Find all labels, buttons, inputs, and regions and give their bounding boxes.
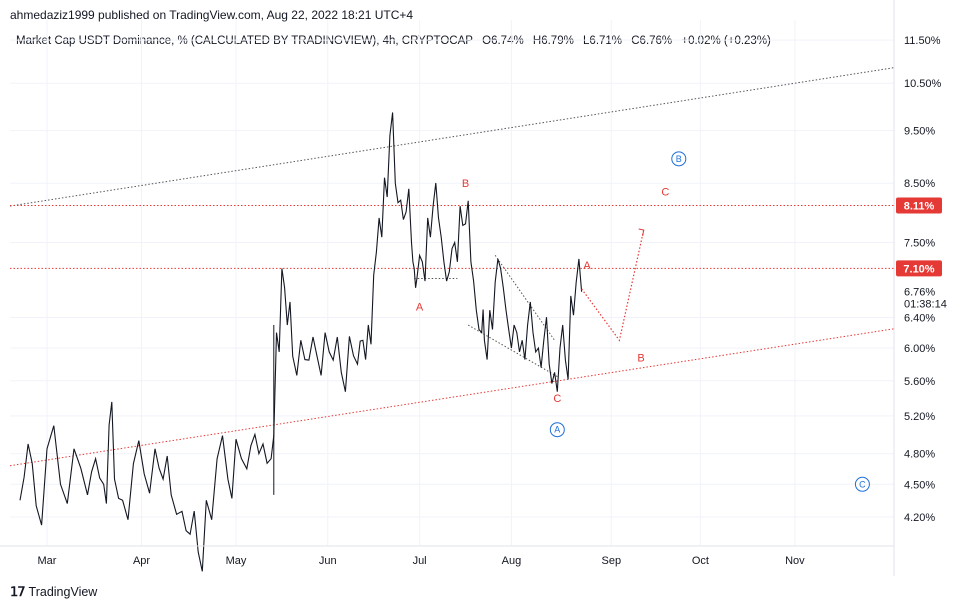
brand-name: TradingView	[28, 585, 98, 599]
level-label: 8.11%	[904, 200, 935, 212]
x-tick-label: Jul	[413, 555, 427, 567]
wave-label: B	[637, 353, 644, 365]
wave-label: A	[554, 425, 560, 435]
y-tick-label: 6.76%	[904, 287, 935, 299]
ohlc-high: H6.79%	[532, 35, 574, 47]
price-series	[19, 112, 583, 572]
y-tick-label: 6.00%	[904, 343, 935, 355]
wave-label: A	[416, 302, 424, 314]
x-tick-label: Sep	[602, 555, 622, 567]
level-badge	[896, 197, 942, 214]
wave-label: B	[676, 154, 682, 164]
y-tick-label: 9.50%	[904, 126, 935, 138]
y-tick-label: 6.40%	[904, 313, 935, 325]
wave-label: C	[553, 393, 561, 405]
ohlc-low: L6.71%	[583, 35, 623, 47]
wave-label-circle	[854, 476, 870, 492]
y-tick-label: 10.50%	[904, 78, 942, 90]
y-tick-label: 4.80%	[904, 449, 935, 461]
x-tick-label: Apr	[133, 555, 150, 567]
ohlc-close: C6.76%	[631, 35, 673, 47]
x-tick-label: Nov	[785, 555, 805, 567]
footer-brand: 𝟣𝟩 TradingView	[10, 584, 97, 600]
ohlc-open: O6.74%	[482, 35, 524, 47]
time-axis[interactable]: Mar Apr May Jun Jul Aug Sep Oct Nov	[0, 545, 894, 567]
countdown-label: 01:38:14	[904, 299, 947, 311]
grid	[10, 20, 894, 546]
lower-support-line	[9, 328, 895, 467]
publisher-line: ahmedaziz1999 published on TradingView.c…	[10, 8, 414, 22]
y-tick-label: 4.20%	[904, 512, 935, 524]
projection-arrowhead	[638, 228, 645, 237]
wave-label: B	[462, 178, 469, 190]
level-label: 7.10%	[903, 263, 934, 275]
upper-channel-line	[9, 67, 895, 207]
symbol-title: Market Cap USDT Dominance, % (CALCULATED…	[16, 35, 473, 47]
wave-labels: A B C A B C A B C	[416, 151, 870, 492]
wave-label-circle	[671, 151, 687, 167]
x-tick-label: Mar	[38, 555, 57, 567]
price-line	[19, 112, 583, 572]
wave-label-circle	[549, 422, 565, 438]
ohlc-change: +0.02% (+0.23%)	[681, 35, 771, 47]
x-tick-label: May	[226, 555, 247, 567]
y-tick-label: 7.50%	[904, 237, 935, 249]
x-tick-label: Aug	[502, 555, 522, 567]
price-axis[interactable]: 11.50% 10.50% 9.50% 8.50% 7.50% 6.76% 6.40% 6.0…	[893, 0, 947, 576]
wave-label: C	[661, 187, 669, 199]
y-tick-label: 4.50%	[904, 479, 935, 491]
wave-label: C	[859, 479, 866, 489]
y-tick-label: 8.50%	[904, 178, 935, 190]
x-tick-label: Jun	[319, 555, 337, 567]
symbol-legend: Market Cap USDT Dominance, % (CALCULATED…	[16, 35, 777, 47]
wave-label: A	[583, 260, 591, 272]
projection-path	[581, 228, 645, 342]
x-tick-label: Oct	[692, 555, 709, 567]
y-tick-label: 5.60%	[904, 376, 935, 388]
projection-line	[581, 229, 645, 342]
trendlines	[9, 67, 895, 467]
level-badge	[896, 260, 942, 277]
tradingview-logo-icon: 𝟣𝟩	[10, 584, 26, 599]
horizontal-levels: 8.11% 7.10%	[10, 197, 942, 277]
y-tick-label: 5.20%	[904, 411, 935, 423]
y-tick-label: 11.50%	[904, 35, 941, 47]
